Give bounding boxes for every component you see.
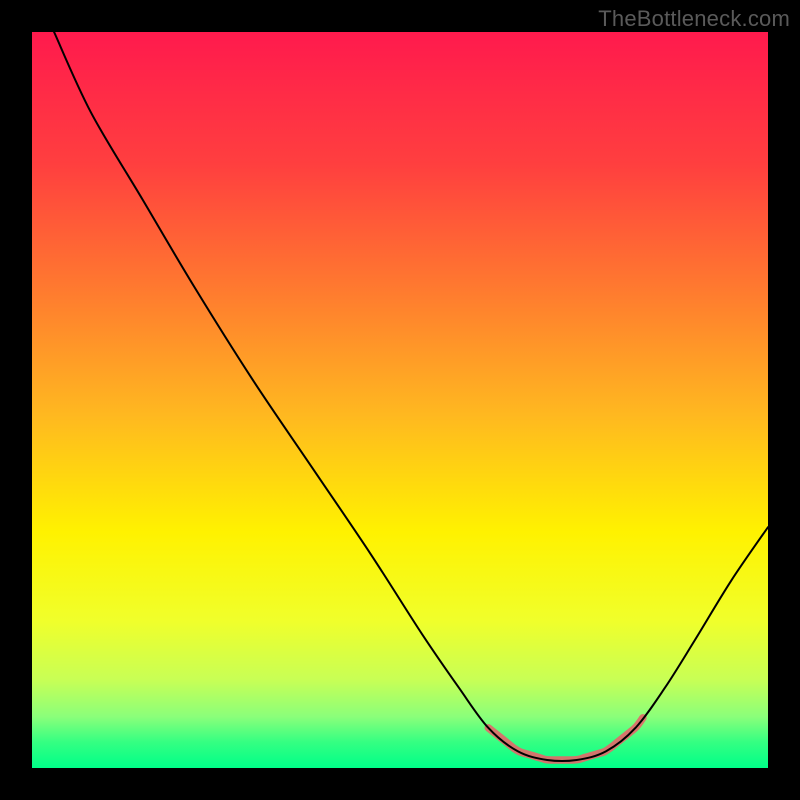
chart-frame: TheBottleneck.com [0, 0, 800, 800]
gradient-background [32, 32, 768, 768]
plot-area [32, 32, 768, 768]
chart-svg [32, 32, 768, 768]
watermark-label: TheBottleneck.com [598, 6, 790, 32]
